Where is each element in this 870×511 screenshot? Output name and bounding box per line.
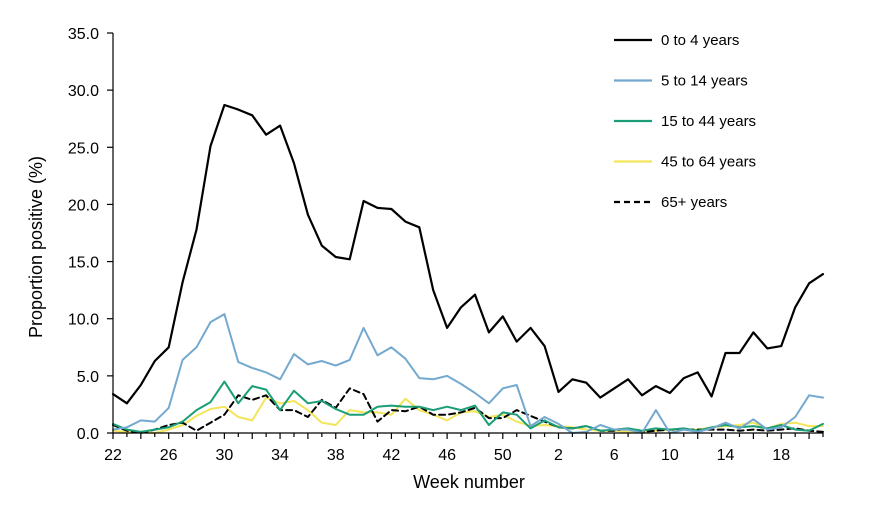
series-line-0 <box>111 103 825 405</box>
x-tick-label: 42 <box>383 447 401 464</box>
y-axis-title: Proportion positive (%) <box>26 156 46 338</box>
y-tick-label: 15.0 <box>68 255 99 272</box>
y-tick-label: 5.0 <box>77 369 99 386</box>
x-tick-label: 6 <box>610 447 619 464</box>
y-axis: 0.0 5.0 10.0 15.0 20.0 25.0 30.0 35.0 <box>68 26 114 443</box>
x-tick-label: 22 <box>104 447 122 464</box>
x-tick-label: 10 <box>661 447 679 464</box>
plot-lines <box>111 103 825 434</box>
y-tick-label: 30.0 <box>68 83 99 100</box>
legend: 0 to 4 years 5 to 14 years 15 to 44 years 4… <box>614 32 756 211</box>
series-line-3 <box>112 396 824 434</box>
x-axis: 22 26 30 34 38 42 46 50 2 6 10 14 18 <box>104 432 824 464</box>
y-tick-label: 25.0 <box>68 140 99 157</box>
legend-label-2: 15 to 44 years <box>661 113 756 130</box>
x-tick-label: 46 <box>438 447 456 464</box>
legend-label-4: 65+ years <box>661 194 727 211</box>
x-tick-label: 34 <box>271 447 289 464</box>
y-tick-label: 35.0 <box>68 26 99 43</box>
x-tick-label: 2 <box>554 447 563 464</box>
x-tick-label: 30 <box>215 447 233 464</box>
x-axis-title: Week number <box>413 472 525 492</box>
legend-label-1: 5 to 14 years <box>661 73 748 90</box>
legend-label-0: 0 to 4 years <box>661 32 739 49</box>
y-tick-label: 20.0 <box>68 197 99 214</box>
x-tick-label: 26 <box>160 447 178 464</box>
series-line-1 <box>112 313 824 434</box>
x-tick-label: 14 <box>717 447 735 464</box>
y-tick-label: 10.0 <box>68 312 99 329</box>
legend-label-3: 45 to 64 years <box>661 154 756 171</box>
x-tick-label: 50 <box>494 447 512 464</box>
series-line-2 <box>112 380 824 433</box>
x-tick-label: 38 <box>327 447 345 464</box>
x-tick-label: 18 <box>772 447 790 464</box>
y-tick-label: 0.0 <box>77 426 99 443</box>
